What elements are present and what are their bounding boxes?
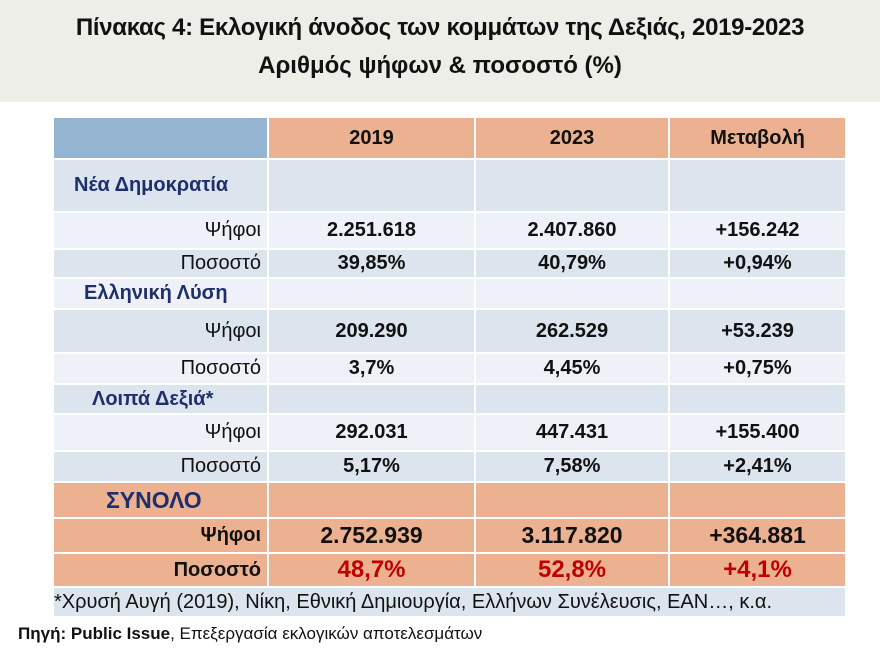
party-row-el: Ελληνική Λύση	[52, 277, 847, 310]
total-votes-row: Ψήφοι 2.752.939 3.117.820 +364.881	[52, 517, 847, 554]
header-change: Μεταβολή	[668, 116, 847, 160]
table-row: Ποσοστό 5,17% 7,58% +2,41%	[52, 450, 847, 483]
page-title: Πίνακας 4: Εκλογική άνοδος των κομμάτων …	[75, 14, 805, 41]
table-row: Ψήφοι 209.290 262.529 +53.239	[52, 308, 847, 354]
cell-2023: 40,79%	[474, 248, 670, 279]
row-label: Ψήφοι	[52, 308, 269, 354]
row-label: Ψήφοι	[52, 413, 269, 452]
party-row-other: Λοιπά Δεξιά*	[52, 383, 847, 415]
cell-2019: 2.752.939	[267, 517, 476, 554]
cell-2019: 2.251.618	[267, 211, 476, 250]
row-label: Ποσοστό	[52, 248, 269, 279]
header-row: 2019 2023 Μεταβολή	[52, 116, 847, 160]
total-header-row: ΣΥΝΟΛΟ	[52, 481, 847, 519]
footnote-row: *Χρυσή Αυγή (2019), Νίκη, Εθνική Δημιουρ…	[52, 586, 847, 618]
cell-2023: 3.117.820	[474, 517, 670, 554]
cell-2023: 52,8%	[474, 552, 670, 588]
row-label: Ποσοστό	[52, 552, 269, 588]
cell-2023: 2.407.860	[474, 211, 670, 250]
cell-change: +0,75%	[668, 352, 847, 385]
source-label: Πηγή: Public Issue	[18, 624, 171, 643]
table-row: Ποσοστό 39,85% 40,79% +0,94%	[52, 248, 847, 279]
cell-2019: 39,85%	[267, 248, 476, 279]
row-label: Ψήφοι	[52, 211, 269, 250]
footnote: *Χρυσή Αυγή (2019), Νίκη, Εθνική Δημιουρ…	[52, 586, 847, 618]
header-corner	[52, 116, 269, 160]
cell-2023: 4,45%	[474, 352, 670, 385]
title-band: Πίνακας 4: Εκλογική άνοδος των κομμάτων …	[0, 0, 880, 102]
page-subtitle: Αριθμός ψήφων & ποσοστό (%)	[258, 52, 622, 79]
row-label: Ποσοστό	[52, 352, 269, 385]
cell-2023: 262.529	[474, 308, 670, 354]
cell-change: +155.400	[668, 413, 847, 452]
header-2023: 2023	[474, 116, 670, 160]
cell-2019: 292.031	[267, 413, 476, 452]
cell-change: +364.881	[668, 517, 847, 554]
cell-2019: 209.290	[267, 308, 476, 354]
source-line: Πηγή: Public Issue, Επεξεργασία εκλογικώ…	[18, 624, 482, 644]
source-text: , Επεξεργασία εκλογικών αποτελεσμάτων	[170, 624, 483, 643]
party-name: Νέα Δημοκρατία	[52, 158, 269, 213]
party-row-nd: Νέα Δημοκρατία	[52, 158, 847, 213]
cell-2019: 3,7%	[267, 352, 476, 385]
results-table: 2019 2023 Μεταβολή Νέα Δημοκρατία Ψήφοι …	[52, 116, 847, 618]
total-name: ΣΥΝΟΛΟ	[52, 481, 269, 519]
cell-2023: 7,58%	[474, 450, 670, 483]
cell-change: +4,1%	[668, 552, 847, 588]
row-label: Ψήφοι	[52, 517, 269, 554]
table-row: Ψήφοι 2.251.618 2.407.860 +156.242	[52, 211, 847, 250]
total-pct-row: Ποσοστό 48,7% 52,8% +4,1%	[52, 552, 847, 588]
cell-2019: 48,7%	[267, 552, 476, 588]
cell-change: +53.239	[668, 308, 847, 354]
cell-change: +156.242	[668, 211, 847, 250]
row-label: Ποσοστό	[52, 450, 269, 483]
cell-2023: 447.431	[474, 413, 670, 452]
table-row: Ψήφοι 292.031 447.431 +155.400	[52, 413, 847, 452]
cell-2019: 5,17%	[267, 450, 476, 483]
table-row: Ποσοστό 3,7% 4,45% +0,75%	[52, 352, 847, 385]
party-name: Ελληνική Λύση	[52, 277, 269, 310]
header-2019: 2019	[267, 116, 476, 160]
party-name: Λοιπά Δεξιά*	[52, 383, 269, 415]
cell-change: +0,94%	[668, 248, 847, 279]
cell-change: +2,41%	[668, 450, 847, 483]
